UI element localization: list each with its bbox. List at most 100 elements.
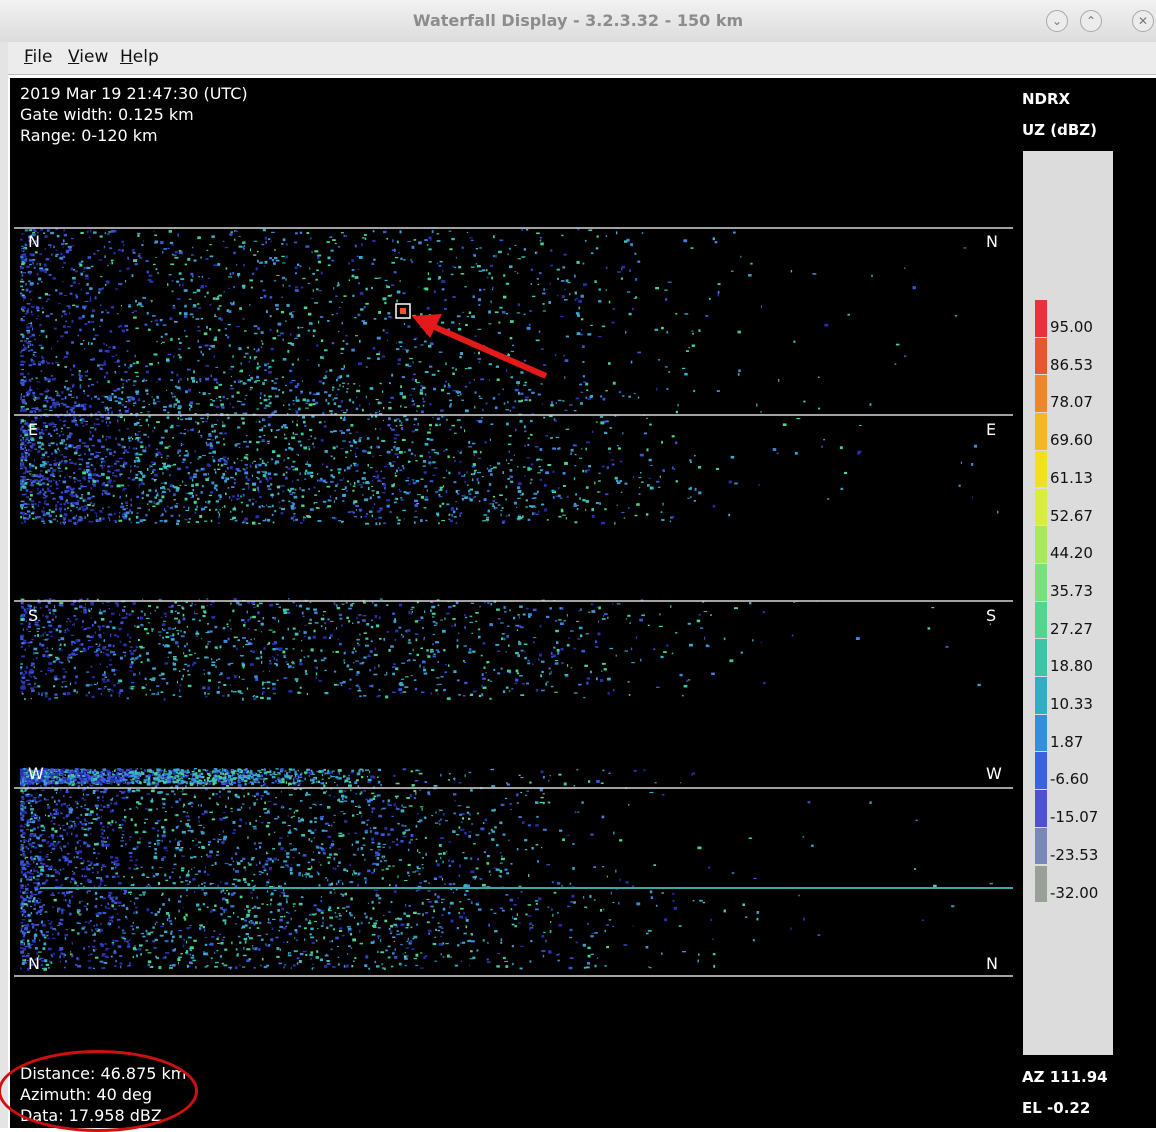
radar-return <box>550 264 553 267</box>
radar-return <box>204 928 206 932</box>
radar-return <box>41 833 45 836</box>
radar-return <box>236 777 239 779</box>
radar-return <box>94 928 97 931</box>
radar-return <box>174 772 177 775</box>
radar-return <box>261 683 264 686</box>
radar-return <box>459 901 462 903</box>
radar-return <box>362 844 366 846</box>
radar-return <box>31 788 36 790</box>
radar-return <box>276 659 278 662</box>
radar-return <box>21 256 24 259</box>
close-button[interactable]: ✕ <box>1132 10 1154 32</box>
radar-return <box>193 939 197 942</box>
radar-return <box>30 234 35 237</box>
radar-return <box>464 496 468 499</box>
radar-return <box>392 672 395 676</box>
radar-return <box>292 964 296 967</box>
radar-return <box>444 671 448 674</box>
radar-return <box>52 928 57 930</box>
radar-return <box>164 778 168 781</box>
radar-return <box>184 304 187 308</box>
radar-return <box>123 488 127 490</box>
radar-return <box>41 453 45 457</box>
radar-return <box>472 463 476 466</box>
radar-return <box>578 299 582 303</box>
radar-return <box>350 897 353 901</box>
radar-return <box>187 452 189 456</box>
radar-return <box>203 882 206 884</box>
radar-return <box>527 662 531 665</box>
radar-return <box>382 843 386 845</box>
radar-return <box>449 428 452 431</box>
radar-return <box>485 672 487 674</box>
radar-return <box>203 870 206 873</box>
radar-return <box>582 345 585 348</box>
radar-return <box>204 810 208 814</box>
radar-return <box>93 773 97 776</box>
radar-return <box>422 465 426 467</box>
radar-return <box>118 882 122 885</box>
waterfall-plot[interactable] <box>10 78 1156 1128</box>
waterfall-display[interactable]: 2019 Mar 19 21:47:30 (UTC) Gate width: 0… <box>10 78 1156 1128</box>
radar-return <box>109 620 113 623</box>
radar-return <box>474 405 476 409</box>
radar-return <box>577 638 581 640</box>
radar-return <box>109 823 113 826</box>
radar-return <box>55 480 58 484</box>
menu-view[interactable]: View <box>68 47 108 67</box>
radar-return <box>292 468 295 471</box>
radar-return <box>336 445 338 448</box>
radar-return <box>388 462 391 465</box>
radar-return <box>203 669 205 671</box>
radar-return <box>213 468 216 471</box>
radar-return <box>441 942 445 945</box>
radar-return <box>253 240 258 242</box>
radar-return <box>403 451 407 453</box>
radar-return <box>155 873 160 876</box>
menu-help[interactable]: Help <box>120 47 159 67</box>
radar-return <box>177 645 179 648</box>
radar-return <box>130 893 132 895</box>
radar-return <box>164 768 166 771</box>
radar-return <box>257 259 259 263</box>
radar-return <box>529 482 532 484</box>
radar-return <box>153 463 156 465</box>
radar-return <box>348 781 351 783</box>
radar-return <box>399 692 403 694</box>
radar-return <box>208 797 211 800</box>
radar-return <box>134 433 137 436</box>
radar-return <box>142 296 146 299</box>
radar-return <box>323 936 326 940</box>
radar-return <box>72 385 75 387</box>
radar-return <box>442 269 444 273</box>
radar-return <box>25 775 30 778</box>
minimize-button[interactable]: ⌄ <box>1046 10 1068 32</box>
radar-return <box>20 671 23 675</box>
radar-return <box>62 773 65 776</box>
radar-return <box>439 809 443 811</box>
radar-return <box>55 390 58 392</box>
maximize-button[interactable]: ⌃ <box>1080 10 1102 32</box>
radar-return <box>78 487 82 490</box>
radar-return <box>33 876 35 879</box>
radar-return <box>859 424 862 427</box>
radar-return <box>246 504 249 507</box>
menu-file[interactable]: File <box>24 47 52 67</box>
radar-return <box>278 780 282 783</box>
radar-return <box>337 283 340 286</box>
radar-return <box>140 645 143 649</box>
radar-return <box>232 609 235 613</box>
radar-return <box>84 818 86 822</box>
radar-return <box>628 507 630 509</box>
radar-return <box>255 848 258 850</box>
radar-return <box>388 649 391 652</box>
radar-return <box>321 778 324 780</box>
radar-return <box>521 683 525 685</box>
radar-return <box>189 801 193 804</box>
radar-return <box>404 825 407 827</box>
radar-return <box>33 963 35 966</box>
radar-return <box>516 672 520 675</box>
radar-return <box>207 686 210 690</box>
radar-return <box>236 443 241 445</box>
radar-return <box>108 479 112 482</box>
